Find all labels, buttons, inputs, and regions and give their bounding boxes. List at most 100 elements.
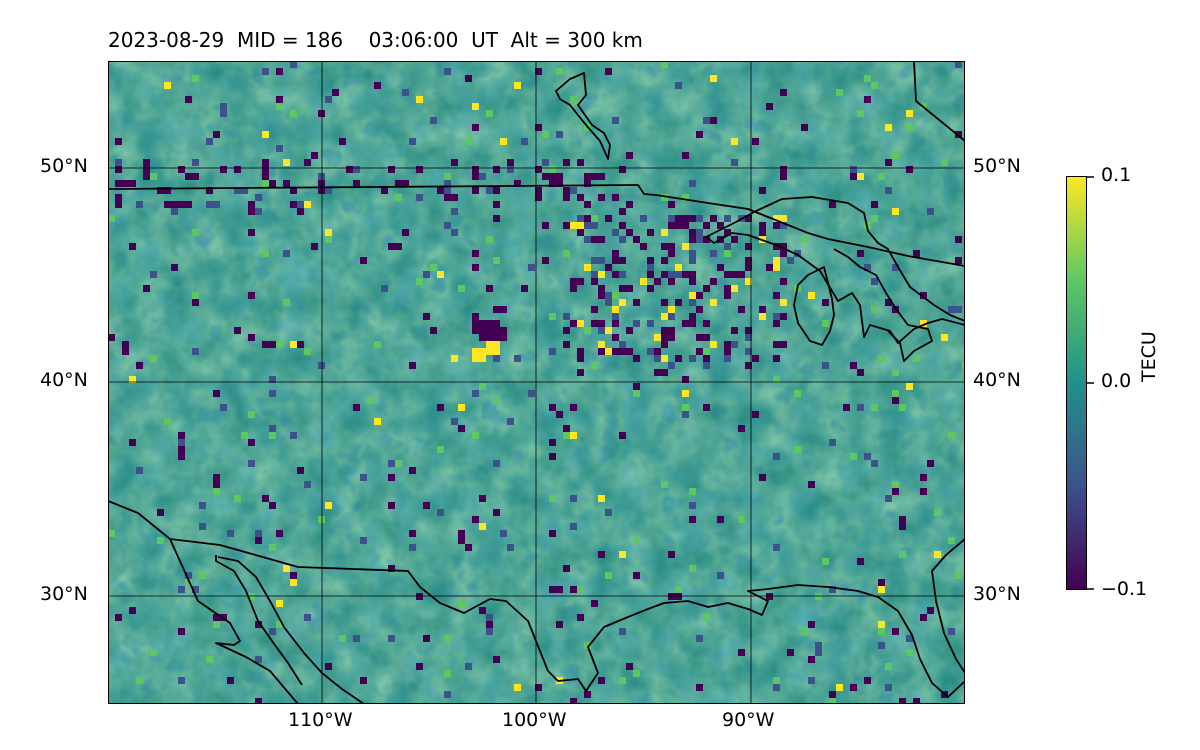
tec-cell [934,551,941,558]
tec-cell [535,124,542,131]
tec-cell [780,166,787,173]
tec-cell [682,194,689,201]
tec-cell [871,306,878,313]
tec-cell [556,131,563,138]
tec-cell [885,299,892,306]
tec-cell [255,208,262,215]
tec-cell [906,383,913,390]
tec-cell [822,362,829,369]
tec-cell [199,502,206,509]
tec-cell [178,586,185,593]
tec-cell [808,481,815,488]
tec-cell [619,166,626,173]
tec-cell [759,187,766,194]
tec-cell [878,579,885,586]
tec-cell [528,264,535,271]
tec-cell [451,194,458,201]
tec-cell [591,271,598,278]
tec-cell [507,166,514,173]
tec-cell [703,320,710,327]
tec-cell [864,96,871,103]
tec-cell [619,236,626,243]
tec-cell [724,229,731,236]
tec-cell [563,187,570,194]
tec-cell [640,215,647,222]
tec-cell [682,411,689,418]
tec-cell [766,103,773,110]
tec-cell [493,327,500,334]
tec-cell [136,467,143,474]
tec-cell [248,292,255,299]
tec-cell [556,68,563,75]
tec-cell [549,586,556,593]
tec-cell [794,390,801,397]
tec-cell [444,691,451,698]
tec-cell [619,348,626,355]
tec-cell [570,96,577,103]
tec-cell [584,327,591,334]
tec-cell [906,166,913,173]
tec-cell [689,355,696,362]
tec-cell [682,320,689,327]
tec-cell [878,642,885,649]
tec-cell [822,299,829,306]
tec-cell [577,215,584,222]
tec-cell [906,124,913,131]
tec-cell [717,264,724,271]
tec-cell [290,579,297,586]
tec-cell [780,243,787,250]
tec-cell [437,404,444,411]
tec-cell [444,187,451,194]
tec-cell [955,236,962,243]
tec-cell [122,341,129,348]
tec-cell [493,334,500,341]
tec-cell [486,341,493,348]
tec-cell [885,187,892,194]
tec-cell [423,635,430,642]
tec-cell [234,327,241,334]
tec-cell [920,292,927,299]
tec-cell [108,530,115,537]
tec-cell [675,264,682,271]
tec-cell [773,264,780,271]
tec-cell [591,362,598,369]
tec-cell [675,586,682,593]
tec-cell [339,635,346,642]
tec-cell [619,341,626,348]
tec-cell [549,404,556,411]
tec-cell [892,152,899,159]
tec-cell [640,243,647,250]
tec-cell [458,600,465,607]
tec-cell [304,201,311,208]
tec-cell [584,201,591,208]
tec-cell [591,173,598,180]
tec-cell [493,460,500,467]
tec-cell [696,684,703,691]
tec-cell [843,404,850,411]
tec-cell [675,222,682,229]
tec-cell [773,376,780,383]
tec-cell [598,327,605,334]
tec-cell [710,278,717,285]
tec-cell [668,243,675,250]
tec-cell [409,362,416,369]
tec-cell [661,243,668,250]
tec-cell [892,481,899,488]
tec-cell [780,215,787,222]
tec-cell [325,229,332,236]
tec-cell [416,593,423,600]
tec-cell [899,698,906,704]
tec-cell [486,285,493,292]
tec-cell [661,355,668,362]
tec-cell [661,481,668,488]
tec-cell [409,544,416,551]
colorbar [1066,176,1087,590]
tec-cell [416,194,423,201]
tec-cell [598,348,605,355]
tec-cell [591,215,598,222]
tec-cell [269,180,276,187]
tec-cell [920,488,927,495]
tec-cell [521,285,528,292]
tec-cell [731,271,738,278]
tec-cell [577,159,584,166]
